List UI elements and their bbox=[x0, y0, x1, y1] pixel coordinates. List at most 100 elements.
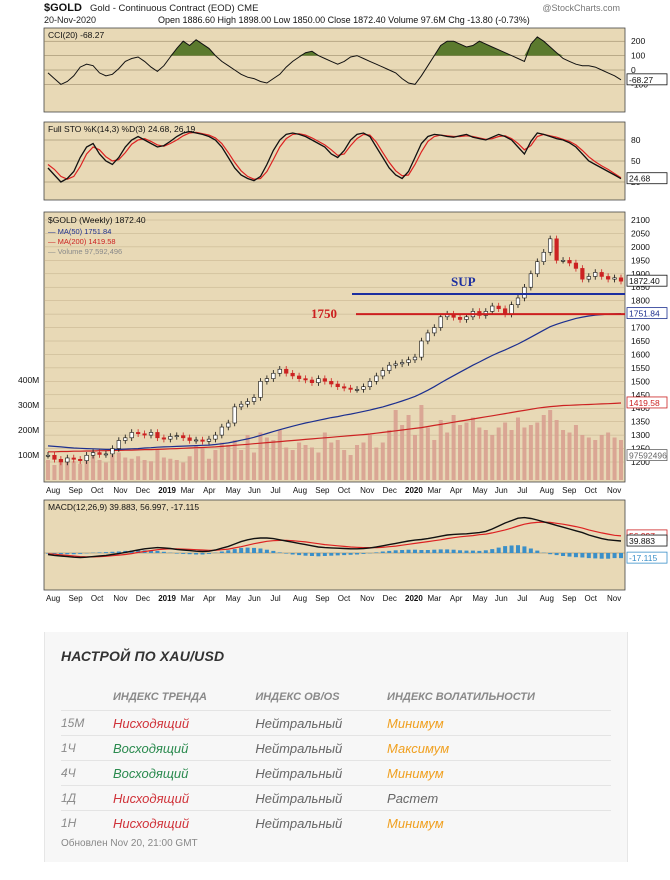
candle-body bbox=[277, 368, 282, 374]
macd-histogram-bar bbox=[348, 553, 353, 555]
volume-bar bbox=[477, 427, 482, 480]
x-axis-label: Aug bbox=[46, 594, 60, 603]
volume-bar bbox=[200, 447, 205, 480]
candle-body bbox=[354, 389, 360, 391]
macd-histogram-bar bbox=[284, 553, 289, 554]
volume-bar bbox=[619, 440, 623, 480]
macd-histogram-bar bbox=[599, 553, 604, 559]
x-axis-label: Oct bbox=[91, 486, 104, 495]
candle-body bbox=[380, 370, 385, 377]
volume-bar bbox=[451, 415, 456, 480]
sentiment-row: 1Д Нисходящий Нейтральный Растет bbox=[61, 785, 611, 811]
volume-bar bbox=[46, 460, 50, 480]
ma200-line bbox=[48, 402, 622, 453]
volume-bar bbox=[316, 452, 321, 480]
x-axis-label: Sep bbox=[68, 486, 83, 495]
candle-body bbox=[535, 261, 540, 275]
candle-body bbox=[618, 277, 624, 282]
volume-bar bbox=[297, 442, 302, 480]
ma50-last-value-box bbox=[626, 307, 668, 320]
chart-date: 20-Nov-2020 bbox=[44, 15, 96, 25]
x-axis-label: Sep bbox=[68, 594, 83, 603]
ma50-line bbox=[47, 313, 622, 450]
support-annotation: SUP bbox=[451, 274, 476, 289]
x-axis-label: Sep bbox=[562, 594, 577, 603]
candle-body bbox=[303, 378, 308, 381]
candle-body bbox=[45, 454, 51, 457]
stock-chart: $GOLD Gold - Continuous Contract (EOD) CM… bbox=[18, 2, 668, 603]
candle-body bbox=[438, 316, 443, 328]
x-axis-label: Nov bbox=[360, 594, 374, 603]
candle-body bbox=[168, 436, 173, 440]
volume-bar bbox=[342, 450, 347, 480]
macd-histogram-bar bbox=[593, 553, 598, 559]
price-tick-label: 1700 bbox=[631, 323, 650, 333]
x-axis-label: Jun bbox=[248, 594, 261, 603]
volume-bar bbox=[110, 455, 115, 480]
candle-body bbox=[400, 362, 405, 365]
resistance-annotation: 1750 bbox=[311, 306, 337, 321]
cci-last-value-box bbox=[626, 73, 668, 86]
candle-body bbox=[58, 459, 63, 463]
macd-histogram-bar bbox=[329, 553, 334, 556]
obos-cell: Нейтральный bbox=[255, 785, 388, 811]
volume-bar bbox=[232, 440, 237, 480]
x-axis-label: 2019 bbox=[158, 594, 176, 603]
volume-bar bbox=[142, 460, 147, 480]
cci-title: CCI(20) -68.27 bbox=[48, 30, 104, 40]
volume-bar bbox=[561, 430, 566, 480]
sto-title: Full STO %K(14,3) %D(3) 24.68, 26.19 bbox=[48, 124, 196, 134]
candle-body bbox=[580, 268, 585, 280]
x-axis-label: Mar bbox=[427, 486, 441, 495]
price-tick-label: 1300 bbox=[631, 430, 650, 440]
volume-bar bbox=[528, 425, 533, 480]
volume-bar bbox=[91, 456, 96, 480]
macd-histogram-bar bbox=[149, 550, 154, 553]
candle-body bbox=[136, 432, 141, 435]
volume-bar bbox=[412, 435, 417, 480]
volume-bar bbox=[425, 427, 430, 480]
x-axis-label: Apr bbox=[450, 486, 463, 495]
macd-histogram-bar bbox=[567, 553, 572, 557]
obos-cell: Нейтральный bbox=[255, 710, 388, 736]
price-tick-label: 2050 bbox=[631, 228, 650, 238]
macd-histogram-bar bbox=[277, 552, 282, 553]
volume-bar bbox=[483, 430, 488, 480]
candle-body bbox=[78, 459, 83, 461]
macd-histogram-bar bbox=[445, 549, 450, 553]
volume-bar bbox=[123, 457, 128, 480]
volume-bar bbox=[458, 425, 463, 480]
x-axis-label: Jul bbox=[270, 594, 280, 603]
volume-bar bbox=[226, 445, 231, 480]
volatility-cell: Минимум bbox=[387, 810, 611, 835]
candle-body bbox=[206, 438, 212, 442]
sentiment-header-row: ИНДЕКС ТРЕНДА ИНДЕКС OB/OS ИНДЕКС ВОЛАТИ… bbox=[61, 684, 611, 711]
macd-histogram-bar bbox=[103, 552, 108, 553]
macd-histogram-bar bbox=[438, 549, 443, 553]
updated-timestamp: Обновлен Nov 20, 21:00 GMT bbox=[61, 838, 198, 849]
chart-description: Gold - Continuous Contract (EOD) CME bbox=[90, 3, 258, 14]
macd-histogram-bar bbox=[451, 549, 456, 553]
volume-tick-label: 100M bbox=[18, 450, 39, 460]
x-axis-label: Oct bbox=[338, 486, 351, 495]
candle-body bbox=[129, 432, 134, 439]
macd-histogram-bar bbox=[245, 547, 250, 553]
candle-body bbox=[219, 426, 224, 436]
candle-body bbox=[296, 375, 302, 379]
x-axis-label: Oct bbox=[91, 594, 104, 603]
candle-body bbox=[148, 432, 154, 436]
macd-signal-line bbox=[47, 521, 622, 558]
macd-histogram-bar bbox=[226, 550, 231, 553]
cci-tick-label: 200 bbox=[631, 36, 645, 46]
candle-body bbox=[412, 356, 418, 361]
volume-bar bbox=[58, 462, 63, 480]
cci-tick-label: 0 bbox=[631, 65, 636, 75]
price-title: $GOLD (Weekly) 1872.40 bbox=[48, 215, 146, 225]
x-axis-label: Jul bbox=[270, 486, 280, 495]
macd-histogram-bar bbox=[271, 550, 276, 553]
candle-body bbox=[457, 317, 463, 320]
macd-histogram-bar bbox=[342, 553, 347, 556]
macd-histogram-bar bbox=[110, 551, 115, 553]
volume-bar bbox=[509, 430, 514, 480]
volume-bar bbox=[264, 437, 269, 480]
